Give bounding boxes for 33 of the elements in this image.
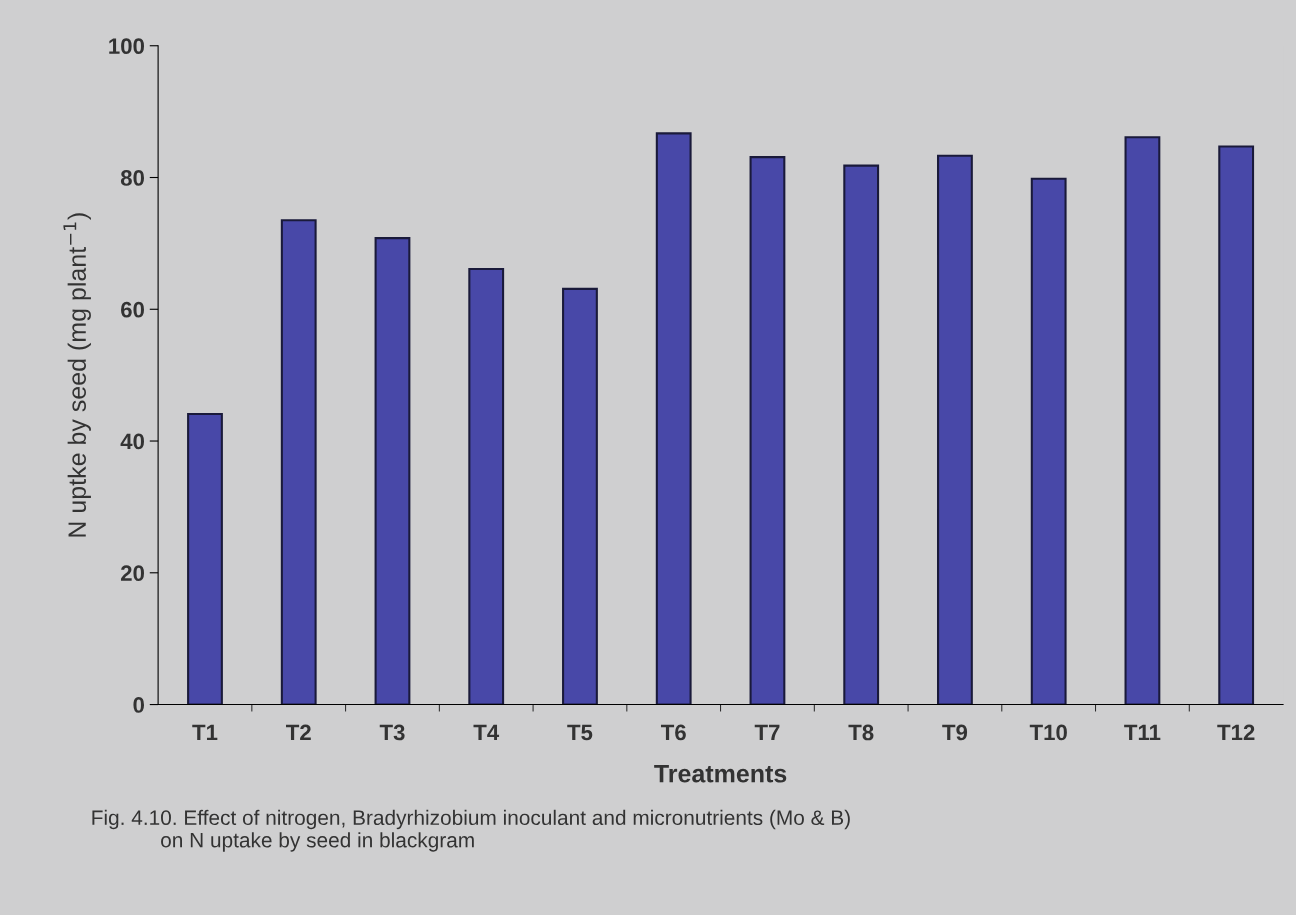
x-tick-label: T10 (1029, 724, 1067, 741)
x-tick-label: T4 (473, 724, 500, 741)
x-tick-label: T7 (754, 724, 780, 741)
bar (655, 132, 692, 705)
bar (187, 412, 223, 705)
y-axis-title: N uptke by seed (mg plant$^{−1}$) (63, 213, 91, 537)
x-tick-label: T11 (1124, 724, 1161, 741)
bar (374, 237, 411, 705)
x-tick-label: T8 (848, 724, 874, 741)
x-tick-label: T12 (1217, 724, 1255, 741)
bar (280, 219, 317, 705)
bar (1218, 145, 1255, 705)
y-tick-label: 0 (133, 697, 145, 713)
bar (468, 268, 505, 705)
bar (1030, 177, 1067, 705)
x-axis-title: Treatments (654, 765, 787, 783)
x-tick-label: T6 (660, 724, 686, 741)
x-tick-label: T3 (379, 724, 405, 741)
y-tick-label: 20 (120, 565, 145, 582)
x-tick-label: T2 (286, 724, 311, 741)
y-tick-label: 80 (120, 170, 145, 186)
bar (843, 164, 880, 705)
x-tick-label: T1 (192, 724, 218, 741)
caption: Fig. 4.10. Effect of nitrogen, Bradyrhizobium inoculant and micronutrients (Mo & B) on N uptake by seed in blackgram (92, 809, 850, 852)
x-tick-label: T5 (567, 724, 593, 741)
x-tick-label: T9 (942, 724, 968, 741)
bar (937, 154, 973, 705)
y-tick-label: 60 (121, 301, 145, 318)
y-tick-label: 40 (120, 433, 145, 450)
bar (562, 287, 598, 705)
bar (1124, 136, 1161, 705)
bar (749, 156, 786, 705)
y-tick-label: 100 (109, 38, 145, 55)
